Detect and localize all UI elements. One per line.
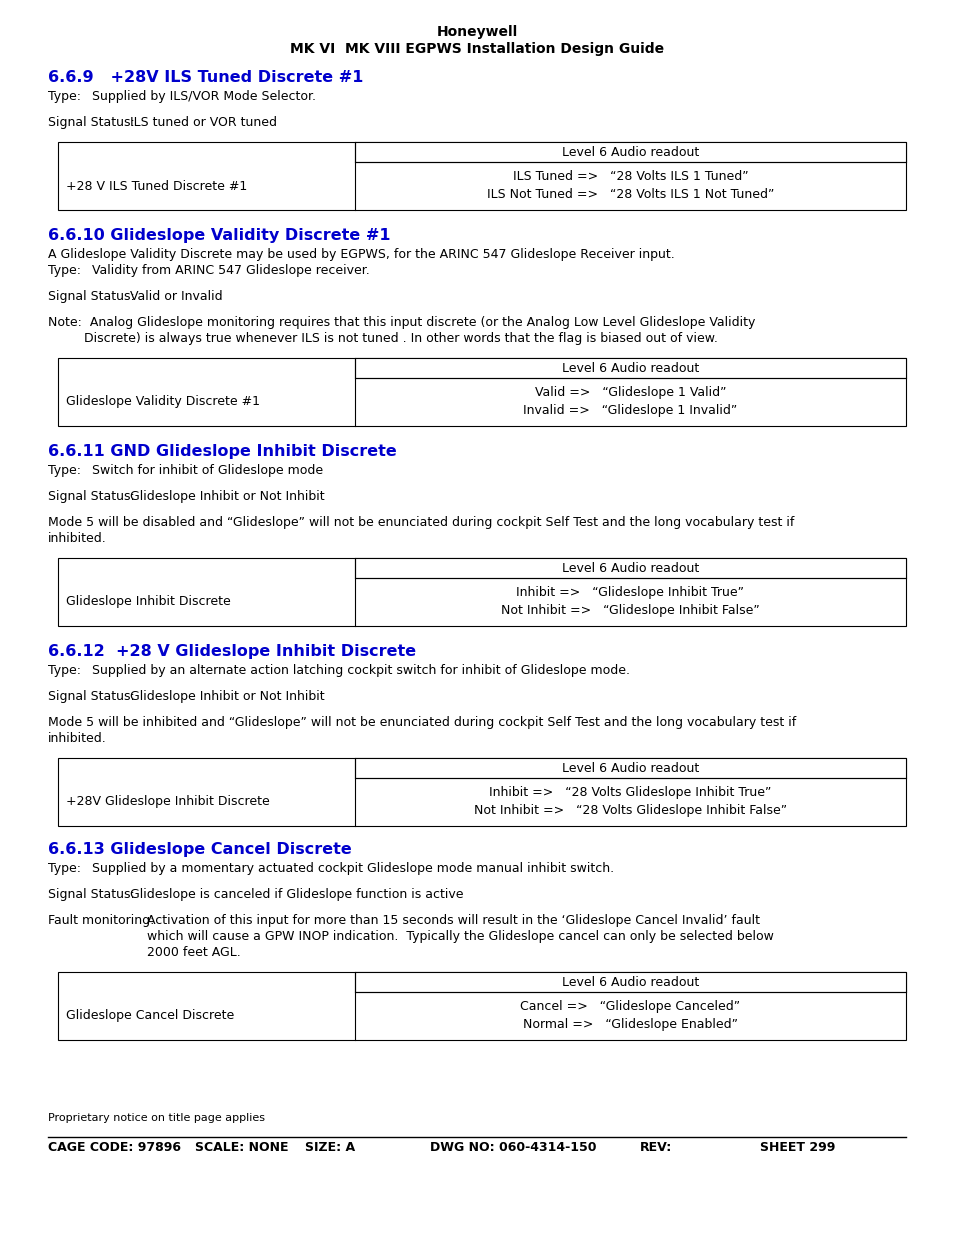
Text: Level 6 Audio readout: Level 6 Audio readout [561,976,699,988]
Text: Supplied by an alternate action latching cockpit switch for inhibit of Glideslop: Supplied by an alternate action latching… [91,664,629,677]
Text: Not Inhibit =>   “Glideslope Inhibit False”: Not Inhibit => “Glideslope Inhibit False… [500,604,760,618]
Text: Discrete) is always true whenever ILS is not tuned . In other words that the fla: Discrete) is always true whenever ILS is… [48,332,717,345]
Text: +28 V ILS Tuned Discrete #1: +28 V ILS Tuned Discrete #1 [66,179,247,193]
Bar [58,758,905,826]
Text: REV:: REV: [639,1141,672,1153]
Text: Inhibit =>   “28 Volts Glideslope Inhibit True”: Inhibit => “28 Volts Glideslope Inhibit … [489,785,771,799]
Text: Glideslope Inhibit Discrete: Glideslope Inhibit Discrete [66,595,231,609]
Text: Glideslope Validity Discrete #1: Glideslope Validity Discrete #1 [66,395,260,409]
Text: +28V Glideslope Inhibit Discrete: +28V Glideslope Inhibit Discrete [66,795,270,809]
Text: Type:: Type: [48,664,81,677]
Text: Level 6 Audio readout: Level 6 Audio readout [561,362,699,374]
Text: ILS Not Tuned =>   “28 Volts ILS 1 Not Tuned”: ILS Not Tuned => “28 Volts ILS 1 Not Tun… [486,188,774,201]
Text: 6.6.10 Glideslope Validity Discrete #1: 6.6.10 Glideslope Validity Discrete #1 [48,228,390,243]
Bar [58,558,905,626]
Text: Signal Status:: Signal Status: [48,888,134,902]
Bar [355,142,905,162]
Text: Glideslope Inhibit or Not Inhibit: Glideslope Inhibit or Not Inhibit [130,690,324,703]
Text: which will cause a GPW INOP indication.  Typically the Glideslope cancel can onl: which will cause a GPW INOP indication. … [147,930,773,944]
Text: Signal Status:: Signal Status: [48,116,134,128]
Text: Glideslope Cancel Discrete: Glideslope Cancel Discrete [66,1009,234,1023]
Text: Supplied by a momentary actuated cockpit Glideslope mode manual inhibit switch.: Supplied by a momentary actuated cockpit… [91,862,614,876]
Text: MK VI  MK VIII EGPWS Installation Design Guide: MK VI MK VIII EGPWS Installation Design … [290,42,663,56]
Bar [355,358,905,378]
Text: Type:: Type: [48,464,81,477]
Text: Valid =>   “Glideslope 1 Valid”: Valid => “Glideslope 1 Valid” [535,385,725,399]
Text: SHEET 299: SHEET 299 [760,1141,835,1153]
Text: A Glideslope Validity Discrete may be used by EGPWS, for the ARINC 547 Glideslop: A Glideslope Validity Discrete may be us… [48,248,674,261]
Text: Switch for inhibit of Glideslope mode: Switch for inhibit of Glideslope mode [91,464,323,477]
Text: Normal =>   “Glideslope Enabled”: Normal => “Glideslope Enabled” [522,1018,738,1031]
Text: Fault monitoring:: Fault monitoring: [48,914,154,927]
Bar [355,558,905,578]
Text: Glideslope is canceled if Glideslope function is active: Glideslope is canceled if Glideslope fun… [130,888,463,902]
Text: inhibited.: inhibited. [48,732,107,745]
Text: 6.6.12  +28 V Glideslope Inhibit Discrete: 6.6.12 +28 V Glideslope Inhibit Discrete [48,643,416,659]
Text: SIZE: A: SIZE: A [305,1141,355,1153]
Text: Level 6 Audio readout: Level 6 Audio readout [561,146,699,158]
Text: Validity from ARINC 547 Glideslope receiver.: Validity from ARINC 547 Glideslope recei… [91,264,370,277]
Text: Signal Status:: Signal Status: [48,290,134,303]
Text: Mode 5 will be inhibited and “Glideslope” will not be enunciated during cockpit : Mode 5 will be inhibited and “Glideslope… [48,716,796,729]
Text: inhibited.: inhibited. [48,532,107,545]
Text: Not Inhibit =>   “28 Volts Glideslope Inhibit False”: Not Inhibit => “28 Volts Glideslope Inhi… [474,804,786,818]
Text: Level 6 Audio readout: Level 6 Audio readout [561,562,699,574]
Text: Type:: Type: [48,862,81,876]
Text: 6.6.9   +28V ILS Tuned Discrete #1: 6.6.9 +28V ILS Tuned Discrete #1 [48,70,363,85]
Text: ILS tuned or VOR tuned: ILS tuned or VOR tuned [130,116,276,128]
Text: Valid or Invalid: Valid or Invalid [130,290,222,303]
Text: Mode 5 will be disabled and “Glideslope” will not be enunciated during cockpit S: Mode 5 will be disabled and “Glideslope”… [48,516,794,529]
Text: DWG NO: 060-4314-150: DWG NO: 060-4314-150 [430,1141,596,1153]
Text: Signal Status:: Signal Status: [48,490,134,503]
Bar [58,972,905,1040]
Text: Note:  Analog Glideslope monitoring requires that this input discrete (or the An: Note: Analog Glideslope monitoring requi… [48,316,755,329]
Text: 2000 feet AGL.: 2000 feet AGL. [147,946,240,960]
Text: Level 6 Audio readout: Level 6 Audio readout [561,762,699,774]
Bar [355,758,905,778]
Text: 6.6.11 GND Glideslope Inhibit Discrete: 6.6.11 GND Glideslope Inhibit Discrete [48,445,396,459]
Text: Activation of this input for more than 15 seconds will result in the ‘Glideslope: Activation of this input for more than 1… [147,914,760,927]
Bar [58,358,905,426]
Text: Supplied by ILS/VOR Mode Selector.: Supplied by ILS/VOR Mode Selector. [91,90,315,103]
Text: Cancel =>   “Glideslope Canceled”: Cancel => “Glideslope Canceled” [520,1000,740,1013]
Text: Proprietary notice on title page applies: Proprietary notice on title page applies [48,1113,265,1123]
Text: Honeywell: Honeywell [436,25,517,40]
Text: Invalid =>   “Glideslope 1 Invalid”: Invalid => “Glideslope 1 Invalid” [523,404,737,417]
Text: Inhibit =>   “Glideslope Inhibit True”: Inhibit => “Glideslope Inhibit True” [516,585,743,599]
Bar [58,142,905,210]
Text: CAGE CODE: 97896: CAGE CODE: 97896 [48,1141,181,1153]
Text: ILS Tuned =>   “28 Volts ILS 1 Tuned”: ILS Tuned => “28 Volts ILS 1 Tuned” [512,170,747,183]
Text: Signal Status:: Signal Status: [48,690,134,703]
Bar [355,972,905,992]
Text: SCALE: NONE: SCALE: NONE [194,1141,288,1153]
Text: 6.6.13 Glideslope Cancel Discrete: 6.6.13 Glideslope Cancel Discrete [48,842,352,857]
Text: Type:: Type: [48,90,81,103]
Text: Type:: Type: [48,264,81,277]
Text: Glideslope Inhibit or Not Inhibit: Glideslope Inhibit or Not Inhibit [130,490,324,503]
